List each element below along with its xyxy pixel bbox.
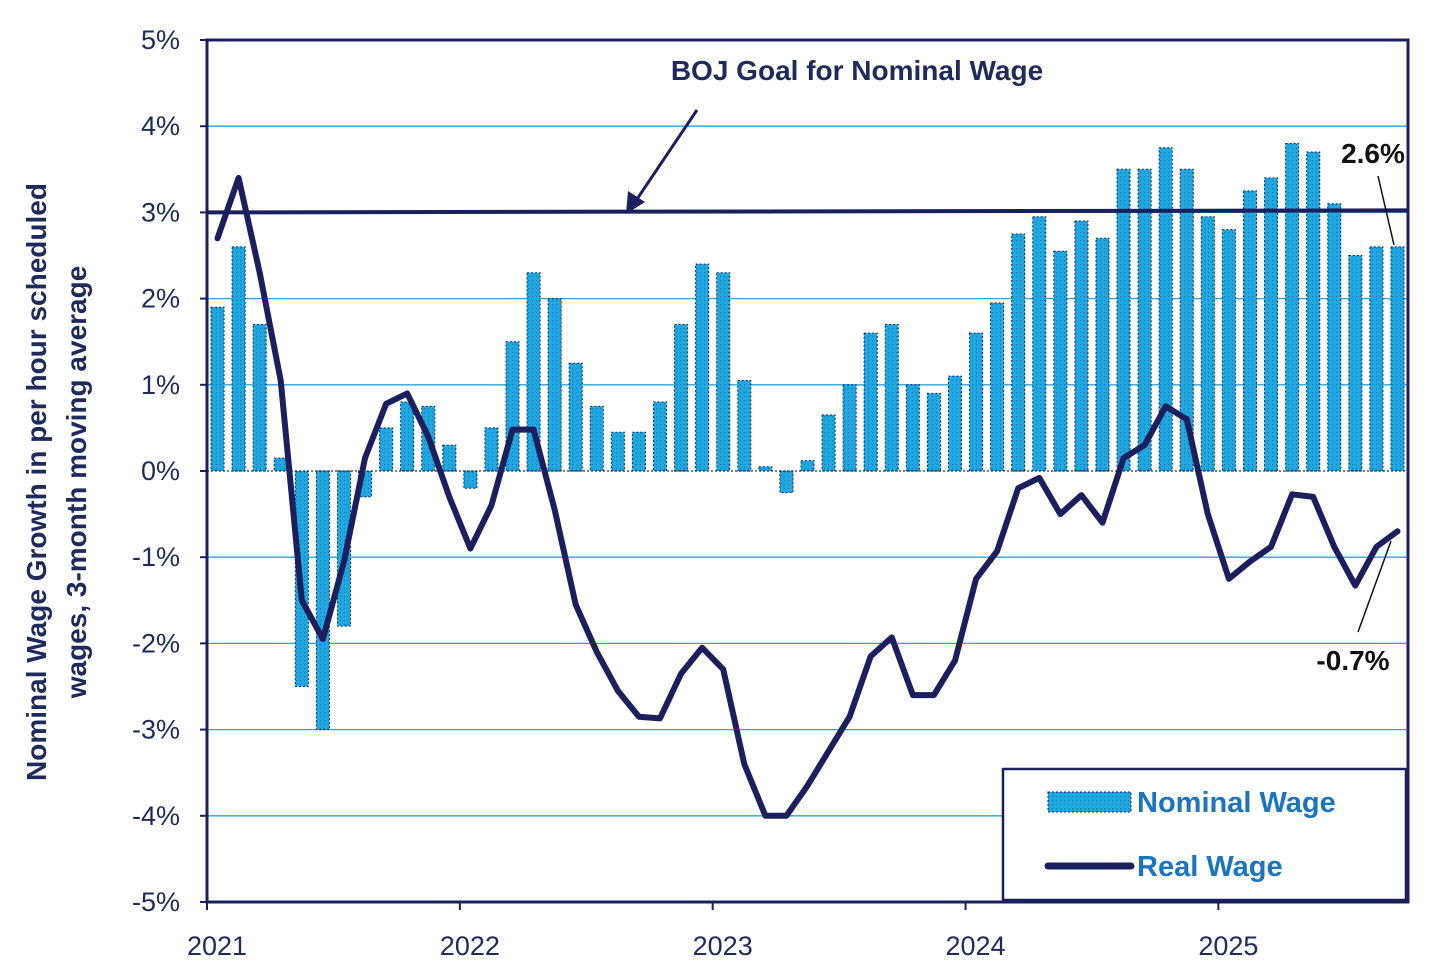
nominal-wage-bar [252, 323, 267, 472]
y-tick-label: -4% [132, 801, 180, 831]
nominal-wage-bar [737, 379, 752, 472]
nominal-wage-bar [1158, 147, 1173, 472]
y-tick-label: 1% [141, 370, 180, 400]
plot-frame [205, 38, 1410, 904]
legend: Nominal Wage Real Wage [1001, 767, 1408, 902]
nominal-wage-bar [695, 263, 710, 472]
y-tick-label: -3% [132, 715, 180, 745]
y-axis-ticks: 5% 4% 3% 2% 1% 0% -1% -2% -3% -4% -5% [132, 25, 207, 917]
real-wage-line [214, 174, 1401, 819]
callout-real-leader [1357, 540, 1392, 633]
y-axis-title-line1: Nominal Wage Growth in per hour schedule… [21, 183, 52, 781]
nominal-wage-bar [926, 392, 941, 472]
nominal-wage-bar [547, 298, 562, 472]
nominal-wage-bar [1053, 250, 1068, 472]
nominal-wage-bars [210, 142, 1405, 731]
x-tick-label: 2022 [440, 931, 500, 961]
nominal-wage-bar [1116, 168, 1131, 472]
nominal-wage-bar [990, 302, 1005, 472]
nominal-wage-bar [610, 431, 625, 472]
legend-swatch-nominal [1047, 791, 1132, 813]
nominal-wage-bar [568, 362, 583, 472]
y-tick-label: -1% [132, 542, 180, 572]
nominal-wage-bar [526, 272, 541, 472]
y-axis-title: Nominal Wage Growth in per hour schedule… [21, 183, 92, 781]
nominal-wage-bar [800, 460, 815, 472]
nominal-wage-bar [1095, 237, 1110, 472]
x-tick-label: 2025 [1198, 931, 1258, 961]
nominal-wage-bar [947, 375, 963, 472]
real-wage-line-group [214, 174, 1401, 819]
nominal-wage-bar [1221, 229, 1236, 472]
nominal-wage-bar [1285, 142, 1300, 472]
y-tick-label: 3% [141, 197, 180, 227]
x-axis-ticks: 2021 2022 2023 2024 2025 [187, 902, 1258, 961]
nominal-wage-bar [1390, 246, 1405, 472]
nominal-wage-bar [631, 431, 646, 472]
y-tick-label: -5% [132, 887, 180, 917]
nominal-wage-bar [273, 457, 288, 472]
y-tick-label: 0% [141, 456, 180, 486]
x-tick-label: 2024 [945, 931, 1005, 961]
nominal-wage-bar [379, 427, 394, 472]
nominal-wage-bar [842, 384, 857, 472]
nominal-wage-bar [1200, 216, 1215, 472]
y-tick-label: 5% [141, 25, 180, 55]
legend-label-real: Real Wage [1137, 851, 1283, 883]
nominal-wage-bar [1011, 233, 1026, 472]
x-tick-label: 2023 [693, 931, 753, 961]
goal-annotation: BOJ Goal for Nominal Wage [626, 55, 1043, 214]
y-tick-label: 4% [141, 111, 180, 141]
nominal-wage-bar [674, 323, 689, 472]
boj-goal-line [206, 208, 1409, 215]
y-axis-title-line2: wages, 3-month moving average [61, 266, 92, 700]
nominal-wage-bar [758, 466, 773, 472]
goal-annotation-label: BOJ Goal for Nominal Wage [671, 55, 1043, 86]
y-tick-label: -2% [132, 628, 180, 658]
nominal-wage-bar [1348, 255, 1363, 472]
nominal-wage-bar [863, 332, 878, 472]
nominal-wage-bar [716, 272, 731, 472]
nominal-wage-bar [1306, 151, 1321, 472]
nominal-wage-bar [1369, 246, 1384, 472]
nominal-wage-bar [652, 401, 668, 472]
nominal-wage-bar [1327, 203, 1342, 472]
nominal-wage-bar [463, 470, 478, 489]
nominal-wage-bar [821, 414, 836, 472]
legend-label-nominal: Nominal Wage [1137, 787, 1336, 819]
nominal-wage-bar [210, 306, 225, 472]
nominal-wage-bar [969, 332, 984, 472]
callout-nominal-leader [1377, 175, 1395, 246]
nominal-wage-bar [1179, 168, 1194, 472]
nominal-wage-bar [905, 384, 920, 472]
legend-box [1001, 767, 1408, 902]
boj-goal-line-group [206, 208, 1409, 215]
nominal-wage-bar [779, 470, 794, 494]
callout-real: -0.7% [1316, 540, 1392, 676]
goal-annotation-arrow-shaft [629, 109, 699, 209]
nominal-wage-bar [1264, 177, 1279, 472]
nominal-wage-bar [442, 444, 457, 472]
callout-nominal: 2.6% [1341, 138, 1405, 246]
nominal-wage-bar [589, 405, 604, 472]
nominal-wage-bar [1137, 168, 1152, 472]
x-tick-label: 2021 [187, 931, 247, 961]
y-tick-label: 2% [141, 284, 180, 314]
nominal-wage-bar [484, 427, 499, 472]
nominal-wage-bar [315, 470, 330, 731]
nominal-wage-bar [400, 401, 415, 472]
nominal-wage-bar [1074, 220, 1089, 472]
nominal-wage-bar [884, 323, 899, 472]
nominal-wage-bar [231, 246, 246, 472]
nominal-wage-bar [1032, 216, 1047, 472]
callout-real-label: -0.7% [1316, 645, 1389, 676]
callout-nominal-label: 2.6% [1341, 138, 1405, 169]
nominal-wage-bar [1242, 190, 1258, 472]
goal-annotation-arrow-head [626, 191, 645, 214]
